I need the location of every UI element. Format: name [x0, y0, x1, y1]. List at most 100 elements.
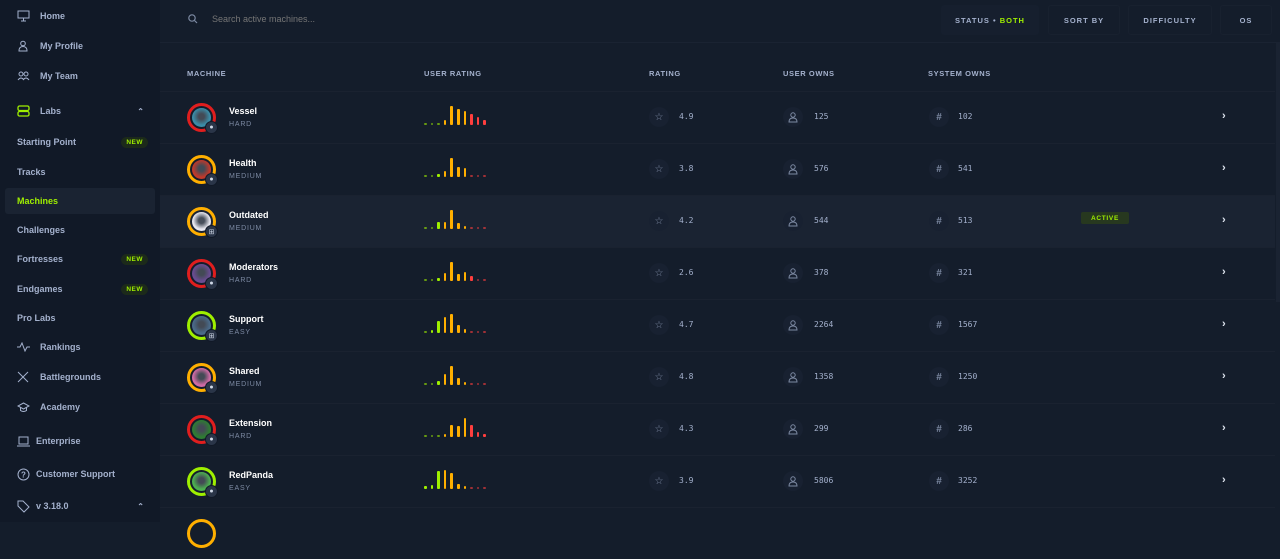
chevron-right-icon[interactable]: › — [1222, 214, 1226, 226]
sidebar-item-labs[interactable]: Labs ⌃ — [0, 98, 160, 124]
scrollbar[interactable] — [1276, 42, 1280, 302]
star-icon: ☆ — [649, 471, 669, 491]
rating-bar — [443, 316, 447, 333]
rating-bar — [437, 174, 440, 177]
os-filter-button[interactable]: OS — [1220, 5, 1272, 35]
sidebar-item-label: v 3.18.0 — [36, 501, 69, 511]
user-owns-value: 299 — [814, 424, 829, 433]
help-circle-icon: ? — [16, 467, 30, 481]
sidebar-item-pro-labs[interactable]: Pro Labs — [0, 305, 160, 331]
status-label: STATUS • — [955, 15, 997, 25]
table-row[interactable]: ⊞ Support EASY ☆ 4.7 2264 # 1567 › — [160, 299, 1275, 351]
sidebar-item-enterprise[interactable]: Enterprise — [0, 428, 160, 454]
machine-name[interactable]: Support — [229, 314, 264, 324]
sidebar-item-rankings[interactable]: Rankings — [0, 334, 160, 360]
sidebar-item-starting-point[interactable]: Starting Point NEW — [0, 129, 160, 155]
machine-name[interactable]: Extension — [229, 418, 273, 428]
sidebar-item-academy[interactable]: Academy — [0, 394, 160, 420]
machine-name[interactable]: Outdated — [229, 210, 269, 220]
chevron-right-icon[interactable]: › — [1222, 422, 1226, 434]
difficulty-filter-button[interactable]: DIFFICULTY — [1128, 5, 1212, 35]
status-filter-button[interactable]: STATUS • BOTH — [941, 5, 1039, 35]
rating-bar — [430, 484, 434, 489]
sidebar-item-fortresses[interactable]: Fortresses NEW — [0, 246, 160, 272]
machine-difficulty: HARD — [229, 121, 253, 128]
linux-icon: ● — [205, 277, 218, 290]
sidebar-item-tracks[interactable]: Tracks — [0, 159, 160, 185]
sidebar-item-v-3-18-0[interactable]: v 3.18.0 ⌃ — [0, 493, 160, 519]
chevron-right-icon[interactable]: › — [1222, 474, 1226, 486]
rating-bar — [476, 487, 480, 489]
user-icon — [783, 159, 803, 179]
user-rating-chart — [424, 154, 494, 177]
table-row[interactable]: ● Vessel HARD ☆ 4.9 125 # 102 › — [160, 91, 1275, 143]
sidebar-item-label: My Team — [40, 71, 78, 81]
search-icon — [188, 14, 198, 24]
user-icon — [783, 263, 803, 283]
sidebar-item-home[interactable]: Home — [0, 3, 160, 29]
rating-bar — [450, 472, 453, 489]
machine-name[interactable]: Moderators — [229, 262, 279, 272]
user-owns-value: 5806 — [814, 476, 834, 485]
column-header-user-owns[interactable]: USER OWNS — [783, 69, 835, 78]
sidebar-item-challenges[interactable]: Challenges — [0, 217, 160, 243]
chevron-right-icon[interactable]: › — [1222, 266, 1226, 278]
hash-icon: # — [929, 315, 949, 335]
machine-name[interactable]: RedPanda — [229, 470, 274, 480]
rating-bar — [450, 262, 453, 281]
chevron-right-icon[interactable]: › — [1222, 370, 1226, 382]
rating-bar — [457, 483, 460, 489]
machine-name[interactable]: Shared — [229, 366, 260, 376]
linux-icon: ● — [205, 485, 218, 498]
sidebar-item-customer-support[interactable]: ? Customer Support — [0, 461, 160, 487]
column-header-system-owns[interactable]: SYSTEM OWNS — [928, 69, 991, 78]
search-bar[interactable] — [188, 14, 412, 24]
sidebar-item-machines[interactable]: Machines — [5, 188, 155, 214]
star-icon: ☆ — [649, 315, 669, 335]
user-rating-chart — [424, 414, 494, 437]
sort-by-button[interactable]: SORT BY — [1048, 5, 1120, 35]
table-row[interactable] — [160, 507, 1275, 559]
new-badge: NEW — [121, 253, 148, 265]
table-row[interactable]: ● Shared MEDIUM ☆ 4.8 1358 # 1250 › — [160, 351, 1275, 403]
rating-bar — [443, 272, 447, 281]
sidebar-item-my-profile[interactable]: My Profile — [0, 33, 160, 59]
rating-bar — [483, 331, 486, 333]
rating-bar — [483, 227, 486, 229]
machine-name[interactable]: Health — [229, 158, 257, 168]
rating-bar — [483, 279, 486, 281]
sidebar-item-endgames[interactable]: Endgames NEW — [0, 276, 160, 302]
table-row[interactable]: ⊞ Outdated MEDIUM ☆ 4.2 544 # 513 ACTIVE… — [160, 195, 1275, 247]
rating-bar — [457, 166, 460, 177]
table-row[interactable]: ● Extension HARD ☆ 4.3 299 # 286 › — [160, 403, 1275, 455]
search-input[interactable] — [212, 14, 412, 24]
rating-bar — [443, 374, 447, 385]
table-row[interactable]: ● RedPanda EASY ☆ 3.9 5806 # 3252 › — [160, 455, 1275, 507]
user-icon — [783, 315, 803, 335]
rating-value: 2.6 — [679, 268, 694, 277]
hash-icon: # — [929, 263, 949, 283]
windows-icon: ⊞ — [205, 225, 218, 238]
sidebar-item-label: Rankings — [40, 342, 81, 352]
table-row[interactable]: ● Health MEDIUM ☆ 3.8 576 # 541 › — [160, 143, 1275, 195]
sidebar-item-battlegrounds[interactable]: Battlegrounds — [0, 364, 160, 390]
machine-name[interactable]: Vessel — [229, 106, 258, 116]
chevron-right-icon[interactable]: › — [1222, 110, 1226, 122]
chevron-right-icon[interactable]: › — [1222, 318, 1226, 330]
column-header-rating[interactable]: RATING — [649, 69, 681, 78]
sidebar-item-label: Battlegrounds — [40, 372, 102, 382]
chevron-up-icon[interactable]: ⌃ — [137, 106, 144, 116]
chevron-right-icon[interactable]: › — [1222, 162, 1226, 174]
svg-text:?: ? — [21, 470, 26, 479]
chevron-up-icon[interactable]: ⌃ — [137, 501, 144, 511]
rating-bar — [450, 424, 453, 437]
rating-bar — [483, 175, 486, 177]
rating-bar — [470, 331, 473, 333]
table-row[interactable]: ● Moderators HARD ☆ 2.6 378 # 321 › — [160, 247, 1275, 299]
linux-icon: ● — [205, 433, 218, 446]
column-header-user-rating[interactable]: USER RATING — [424, 69, 482, 78]
machine-difficulty: MEDIUM — [229, 225, 263, 232]
column-header-machine[interactable]: MACHINE — [187, 69, 227, 78]
sidebar-item-my-team[interactable]: My Team — [0, 63, 160, 89]
rating-bar — [424, 435, 427, 437]
